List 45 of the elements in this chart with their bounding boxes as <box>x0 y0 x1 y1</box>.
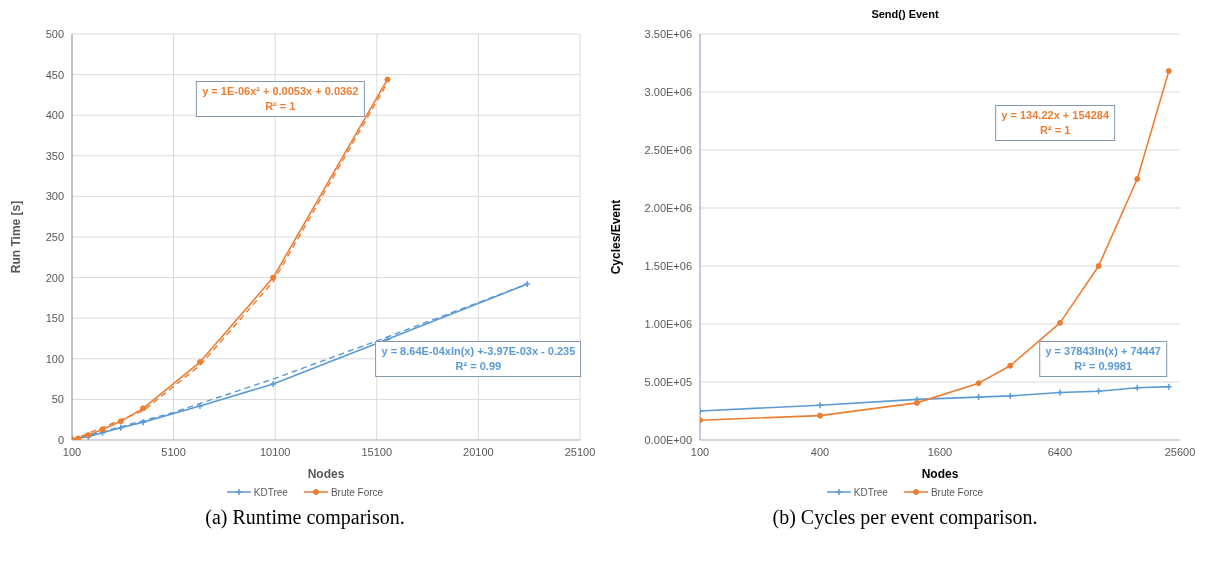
annotation: y = 1E-06x² + 0.0053x + 0.0362 R² = 1 <box>196 80 365 117</box>
y-tick-label: 500 <box>45 27 64 40</box>
text: (a) Runtime comparison. <box>204 506 406 529</box>
y-tick-label: 5.00E+05 <box>644 375 692 388</box>
x-tick-label: 20100 <box>463 445 494 458</box>
y-tick-label: 3.50E+06 <box>644 27 692 40</box>
y-tick-label: 350 <box>45 149 64 162</box>
y-tick-label: 2.00E+06 <box>644 201 692 214</box>
y-axis-title: Cycles/Event <box>609 199 624 275</box>
text: (b) Cycles per event comparison. <box>771 506 1039 529</box>
y-tick-label: 150 <box>45 312 64 325</box>
y-tick-label: 2.50E+06 <box>644 143 692 156</box>
x-tick-label: 25100 <box>564 445 596 458</box>
x-tick-label: 100 <box>62 445 82 458</box>
legend-label: KDTree <box>853 486 888 498</box>
x-tick-label: 15100 <box>361 445 393 458</box>
y-tick-label: 0.00E+00 <box>644 433 692 446</box>
x-tick-label: 5100 <box>161 445 186 458</box>
y-tick-label: 250 <box>45 230 64 243</box>
x-tick-label: 6400 <box>1047 445 1073 458</box>
x-tick-label: 400 <box>810 445 830 458</box>
y-tick-label: 200 <box>45 271 64 284</box>
legend-label: Brute Force <box>330 486 384 498</box>
x-tick-label: 25600 <box>1164 445 1196 458</box>
y-tick-label: 1.50E+06 <box>644 259 692 272</box>
y-tick-label: 300 <box>45 190 64 203</box>
y-tick-label: 50 <box>51 393 64 406</box>
x-axis-title: Nodes <box>307 467 345 481</box>
y-tick-label: 450 <box>45 68 64 81</box>
annotation: y = 37843ln(x) + 74447 R² = 0.9981 <box>1039 340 1167 377</box>
legend-label: KDTree <box>253 486 288 498</box>
chart-title: Send() Event <box>870 8 940 22</box>
legend-label: Brute Force <box>930 486 984 498</box>
x-tick-label: 100 <box>690 445 710 458</box>
y-tick-label: 1.00E+06 <box>644 317 692 330</box>
y-tick-label: 400 <box>45 109 64 122</box>
x-axis-title: Nodes <box>921 467 959 481</box>
y-tick-label: 3.00E+06 <box>644 85 692 98</box>
x-tick-label: 10100 <box>259 445 291 458</box>
y-axis-title: Run Time [s] <box>9 200 24 274</box>
annotation: y = 8.64E-04xln(x) +-3.97E-03x - 0.235 R² = 0.99 <box>375 340 582 377</box>
y-tick-label: 0 <box>57 433 64 446</box>
x-tick-label: 1600 <box>927 445 953 458</box>
y-tick-label: 100 <box>45 352 64 365</box>
annotation: y = 134.22x + 154284 R² = 1 <box>995 105 1116 142</box>
